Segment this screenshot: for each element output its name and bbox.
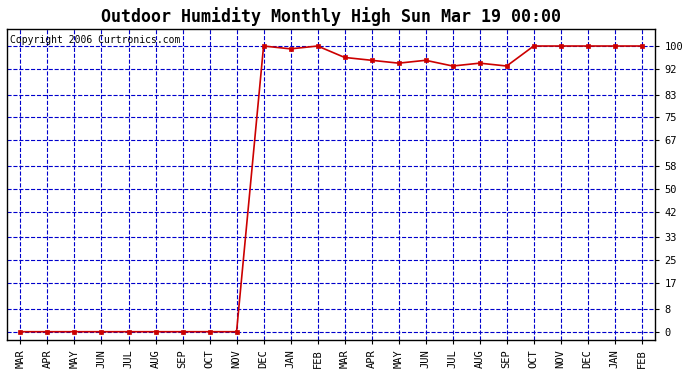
Text: Copyright 2006 Curtronics.com: Copyright 2006 Curtronics.com (10, 35, 181, 45)
Title: Outdoor Humidity Monthly High Sun Mar 19 00:00: Outdoor Humidity Monthly High Sun Mar 19… (101, 7, 561, 26)
